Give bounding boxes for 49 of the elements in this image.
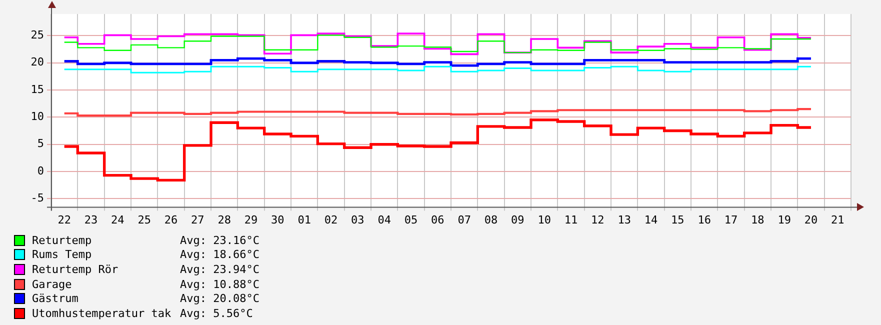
x-tick-label: 26	[164, 213, 178, 226]
x-tick-label: 09	[511, 213, 524, 226]
x-tick-label: 19	[778, 213, 791, 226]
legend-label: Utomhustemperatur tak	[32, 306, 172, 320]
text: Avg: 18.66°C	[180, 248, 260, 262]
y-tick-label: 5	[37, 137, 44, 150]
x-tick-label: 06	[431, 213, 444, 226]
x-tick-label: 17	[724, 213, 738, 226]
x-tick-label: 21	[831, 213, 844, 226]
legend-label: Rums Temp	[32, 248, 93, 262]
x-tick-label: 16	[698, 213, 711, 226]
x-tick-label: 23	[84, 213, 98, 226]
x-tick-label: 03	[351, 213, 364, 226]
y-tick-label: 0	[37, 164, 44, 178]
x-tick-label: 22	[58, 213, 71, 226]
x-tick-label: 13	[618, 213, 631, 226]
text: Avg: 10.88°C	[180, 278, 260, 291]
legend-label: Returtemp	[32, 234, 93, 247]
x-tick-label: 05	[404, 213, 418, 226]
y-tick-label: 15	[30, 82, 44, 96]
x-tick-label: 27	[191, 213, 204, 226]
x-tick-label: 20	[804, 213, 818, 226]
x-tick-label: 01	[298, 213, 311, 226]
x-tick-label: 08	[484, 213, 498, 226]
text: Avg: 20.08°C	[180, 292, 260, 306]
x-tick-label: 11	[564, 213, 578, 226]
x-tick-label: 04	[378, 213, 392, 226]
x-tick-label: 02	[324, 213, 338, 226]
x-tick-label: 12	[591, 213, 604, 226]
text: Avg: 23.94°C	[180, 262, 260, 276]
y-tick-label: 25	[30, 28, 44, 42]
x-tick-label: 15	[671, 213, 684, 226]
x-tick-label: 28	[218, 213, 231, 226]
y-tick-label: -5	[30, 192, 44, 205]
text: Avg: 23.16°C	[180, 234, 260, 247]
y-tick-label: 10	[30, 110, 44, 124]
x-tick-label: 18	[751, 213, 764, 226]
x-tick-label: 30	[271, 213, 284, 226]
x-tick-label: 25	[138, 213, 151, 226]
x-tick-label: 29	[244, 213, 258, 226]
legend-label: Returtemp Rör	[32, 262, 120, 276]
x-tick-label: 07	[458, 213, 471, 226]
x-tick-label: 24	[111, 213, 125, 226]
legend-label: Garage	[32, 278, 73, 291]
x-tick-label: 14	[644, 213, 658, 226]
x-tick-label: 10	[538, 213, 551, 226]
text: Avg: 5.56°C	[180, 306, 253, 320]
legend-label: Gästrum	[32, 292, 80, 306]
y-tick-label: 20	[30, 56, 44, 69]
